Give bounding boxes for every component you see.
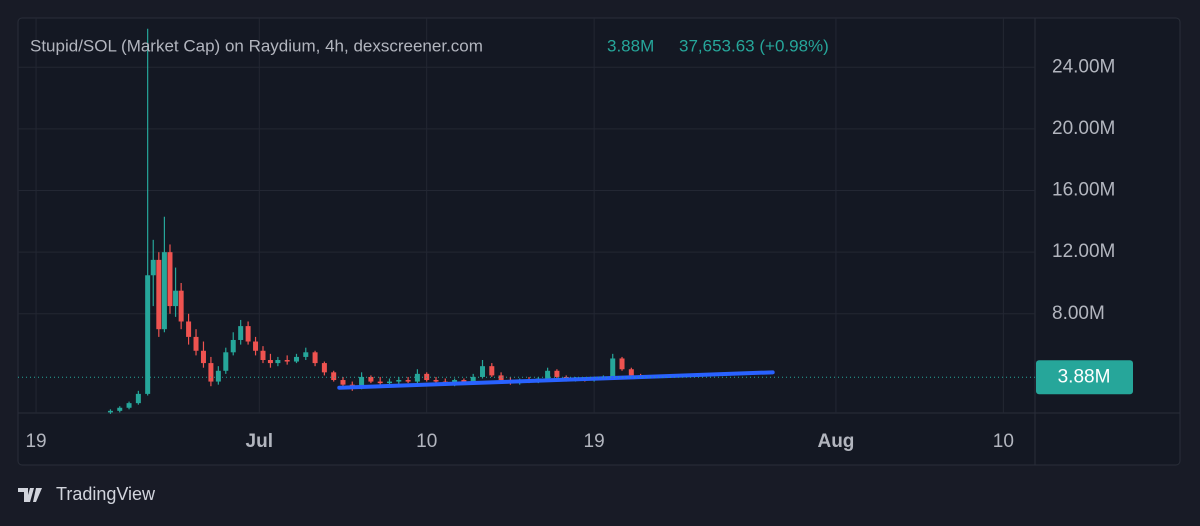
candle-body <box>161 252 167 330</box>
candle-body <box>433 380 439 382</box>
candle-body <box>245 326 251 342</box>
candle-body <box>145 275 151 394</box>
x-tick-label: Jul <box>246 431 273 452</box>
candle-body <box>628 369 634 376</box>
candle-body <box>554 370 560 377</box>
grid <box>18 18 1035 413</box>
candle-body <box>414 373 420 382</box>
candle-body <box>208 363 214 382</box>
candle-body <box>470 376 476 384</box>
last-price-label: 3.88M <box>1058 366 1111 387</box>
y-tick-label: 24.00M <box>1052 56 1115 77</box>
candle-body <box>489 366 495 376</box>
candle-body <box>167 252 173 307</box>
candle-body <box>253 341 259 351</box>
chart-title: Stupid/SOL (Market Cap) on Raydium, 4h, … <box>30 36 483 55</box>
candle-body <box>275 360 281 364</box>
candle-body <box>230 339 236 353</box>
candle-body <box>267 360 273 364</box>
candle-body <box>107 410 113 413</box>
candle-body <box>200 350 206 364</box>
candle-body <box>223 352 229 371</box>
candle-body <box>260 350 266 361</box>
last-price-badge <box>1036 360 1133 395</box>
candle-body <box>173 290 179 307</box>
candle-body <box>386 381 392 384</box>
marks <box>107 28 775 414</box>
footer: TradingView <box>56 484 156 504</box>
y-tick-label: 20.00M <box>1052 118 1115 139</box>
candle-body <box>331 372 337 381</box>
candle-body <box>480 366 486 377</box>
logo-icon <box>18 488 42 502</box>
x-tick-label: 19 <box>25 431 46 452</box>
candle-body <box>452 380 458 384</box>
y-tick-label: 8.00M <box>1052 303 1105 324</box>
candle-body <box>396 380 402 382</box>
candle-body <box>238 326 244 340</box>
candle-body <box>321 363 327 373</box>
candle-body <box>377 381 383 384</box>
candle-body <box>545 370 551 379</box>
candle-body <box>498 375 504 381</box>
candle-body <box>610 358 616 377</box>
candle-body <box>293 356 299 362</box>
x-tick-label: Aug <box>817 431 854 452</box>
candle-body <box>150 259 156 276</box>
x-tick-label: 10 <box>993 431 1014 452</box>
y-tick-label: 12.00M <box>1052 241 1115 262</box>
x-tick-label: 10 <box>416 431 437 452</box>
candle-body <box>359 376 365 388</box>
trendline <box>337 370 775 390</box>
candle-body <box>186 321 192 337</box>
candle-body <box>312 352 318 364</box>
candle-body <box>215 370 221 382</box>
header-change: 37,653.63 (+0.98%) <box>679 36 829 55</box>
candle-body <box>156 259 162 330</box>
header-value: 3.88M <box>607 36 654 55</box>
y-tick-label: 16.00M <box>1052 180 1115 201</box>
candle-body <box>117 407 123 411</box>
candle-body <box>135 393 141 404</box>
chart-frame <box>17 17 1181 466</box>
candle-body <box>405 380 411 382</box>
candle-body <box>340 380 346 385</box>
candle-body <box>368 376 374 382</box>
x-tick-label: 19 <box>584 431 605 452</box>
logo: TradingView <box>18 484 156 504</box>
candle-body <box>178 290 184 322</box>
candle-body <box>619 358 625 370</box>
candle-body <box>303 352 309 357</box>
candle-body <box>284 360 290 362</box>
candle-body <box>193 336 199 351</box>
candle-body <box>126 403 132 408</box>
